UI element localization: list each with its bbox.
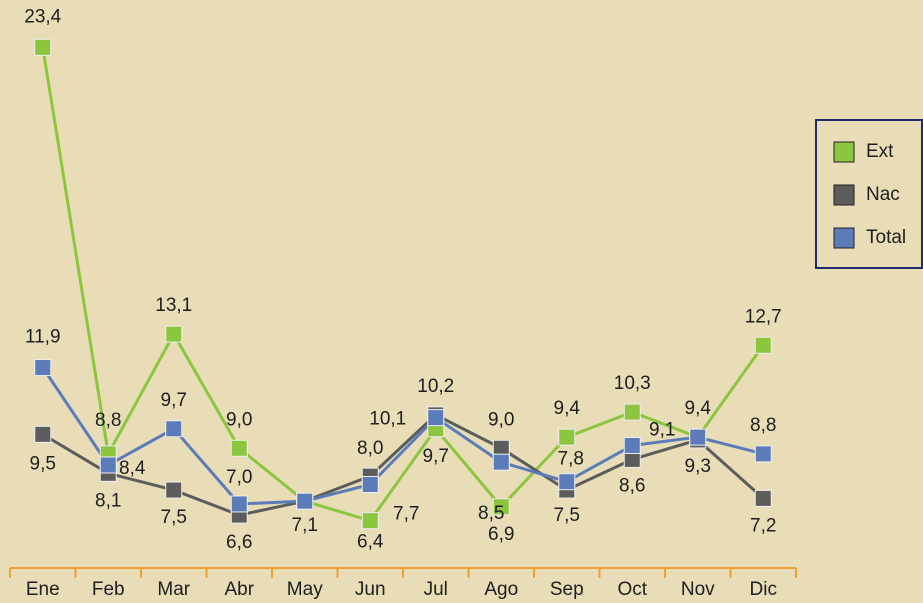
marker <box>492 498 510 516</box>
marker <box>754 445 772 463</box>
x-tick-label: Oct <box>617 579 647 600</box>
data-label: 8,5 <box>478 503 504 524</box>
marker <box>165 420 183 438</box>
data-label: 8,8 <box>95 410 121 431</box>
data-label: 8,0 <box>357 438 383 459</box>
marker <box>558 473 576 491</box>
data-label: 8,4 <box>119 458 146 479</box>
marker <box>165 481 183 499</box>
x-tick-label: Ago <box>484 579 518 600</box>
marker <box>296 492 314 510</box>
x-tick-label: Jun <box>355 579 386 600</box>
legend-label: Ext <box>866 141 894 162</box>
data-label: 8,6 <box>619 475 645 496</box>
data-label: 10,2 <box>417 376 454 397</box>
data-label: 9,7 <box>161 390 187 411</box>
marker <box>754 489 772 507</box>
legend-swatch <box>833 227 855 249</box>
data-label: 7,5 <box>554 505 580 526</box>
data-label: 12,7 <box>745 306 782 327</box>
legend: Ext Nac Total <box>815 119 923 269</box>
data-label: 9,4 <box>685 398 712 419</box>
marker <box>99 456 117 474</box>
marker <box>754 336 772 354</box>
data-label: 13,1 <box>155 295 192 316</box>
marker <box>558 428 576 446</box>
data-label: 9,4 <box>554 398 581 419</box>
x-tick-label: Dic <box>750 579 777 600</box>
data-label: 6,6 <box>226 532 252 553</box>
x-tick-label: May <box>287 579 323 600</box>
data-label: 9,0 <box>488 409 514 430</box>
marker <box>361 475 379 493</box>
data-label: 7,7 <box>393 503 419 524</box>
x-tick-label: Jul <box>424 579 448 600</box>
marker <box>34 38 52 56</box>
marker <box>361 512 379 530</box>
data-label: 6,9 <box>488 524 514 545</box>
series-line <box>41 366 764 506</box>
data-label: 9,7 <box>423 446 449 467</box>
marker <box>165 325 183 343</box>
x-tick-label: Feb <box>92 579 125 600</box>
data-label: 7,1 <box>292 515 318 536</box>
marker <box>230 439 248 457</box>
data-label: 23,4 <box>24 6 61 27</box>
data-label: 8,1 <box>95 490 121 511</box>
x-tick-label: Sep <box>550 579 584 600</box>
marker <box>427 409 445 427</box>
data-label: 6,4 <box>357 532 384 553</box>
data-label: 7,0 <box>226 467 252 488</box>
data-label: 9,1 <box>649 420 675 441</box>
series-line <box>41 413 765 517</box>
x-tick-label: Abr <box>224 579 254 600</box>
marker <box>689 428 707 446</box>
marker <box>34 425 52 443</box>
marker <box>492 453 510 471</box>
series-line <box>41 47 765 523</box>
data-label: 10,1 <box>369 409 406 430</box>
x-tick-label: Nov <box>681 579 715 600</box>
data-label: 7,2 <box>750 515 776 536</box>
legend-swatch <box>833 184 855 206</box>
x-tick-label: Mar <box>157 579 190 600</box>
data-label: 11,9 <box>25 327 61 348</box>
data-label: 7,8 <box>558 449 584 470</box>
legend-label: Nac <box>866 184 900 205</box>
marker <box>623 403 641 421</box>
data-label: 7,5 <box>161 507 187 528</box>
marker <box>230 495 248 513</box>
marker <box>34 359 52 377</box>
marker <box>623 436 641 454</box>
data-label: 9,0 <box>226 409 252 430</box>
data-label: 10,3 <box>614 373 651 394</box>
legend-label: Total <box>866 227 906 248</box>
data-label: 8,8 <box>750 415 776 436</box>
legend-swatch <box>833 141 855 163</box>
data-label: 9,5 <box>30 453 56 474</box>
x-tick-label: Ene <box>26 579 60 600</box>
data-label: 9,3 <box>685 456 711 477</box>
